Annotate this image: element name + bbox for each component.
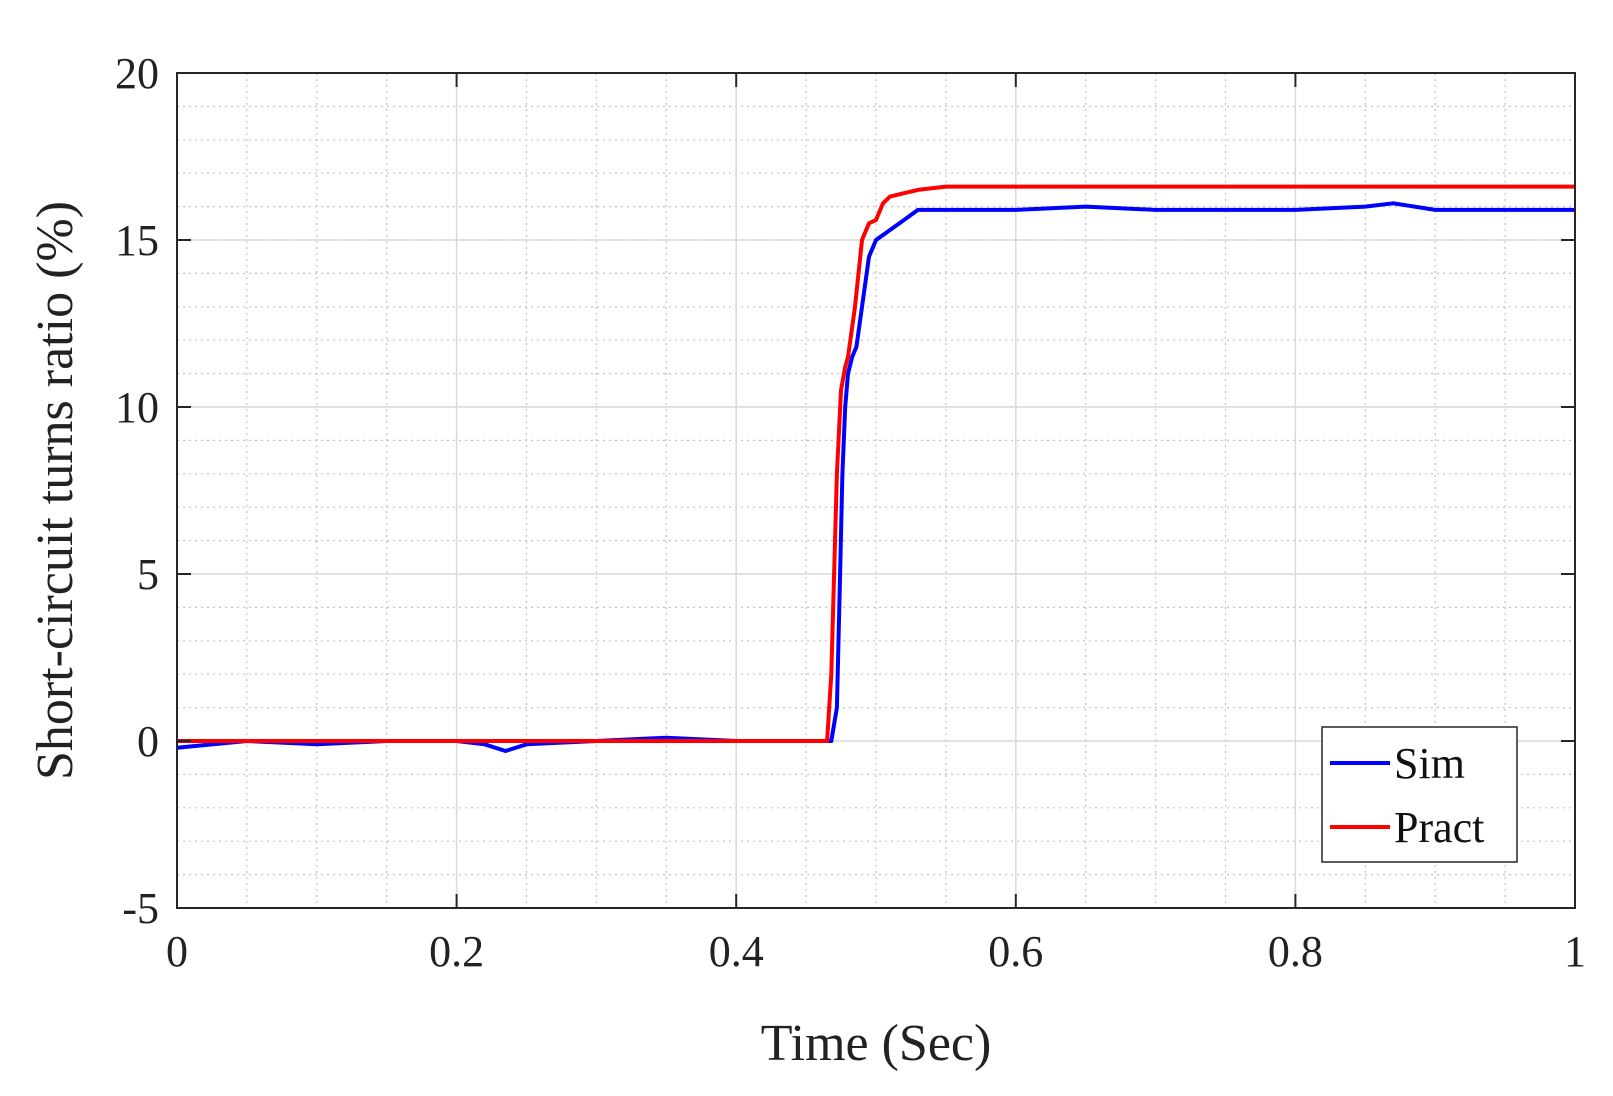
- y-tick-label: 20: [115, 49, 159, 98]
- legend-label-sim: Sim: [1394, 739, 1465, 788]
- legend-label-pract: Pract: [1394, 803, 1484, 852]
- x-tick-label: 0.4: [709, 927, 764, 976]
- series-line-pract: [177, 184, 1575, 743]
- y-tick-label: -5: [122, 884, 159, 933]
- tick-marks: [176, 72, 1576, 909]
- x-tick-label: 0.6: [988, 927, 1043, 976]
- y-tick-labels: -5 0 5 10 15 20: [115, 49, 159, 933]
- legend-box: [1321, 726, 1518, 863]
- y-tick-label: 15: [115, 216, 159, 265]
- x-axis-label: Time (Sec): [761, 1015, 992, 1072]
- x-tick-label: 0.8: [1268, 927, 1323, 976]
- series-line-sim: [176, 201, 1575, 753]
- x-tick-labels: 0 0.2 0.4 0.6 0.8 1: [166, 927, 1586, 976]
- y-tick-label: 0: [137, 717, 159, 766]
- y-tick-label: 10: [115, 383, 159, 432]
- y-axis-label: Short-circuit turns ratio (%): [27, 201, 84, 780]
- plot-frame: [176, 72, 1576, 909]
- series-layer: [176, 184, 1575, 753]
- y-tick-label: 5: [137, 550, 159, 599]
- x-tick-label: 1: [1564, 927, 1586, 976]
- x-tick-label: 0.2: [429, 927, 484, 976]
- legend: Sim Pract: [1321, 726, 1518, 863]
- x-tick-label: 0: [166, 927, 188, 976]
